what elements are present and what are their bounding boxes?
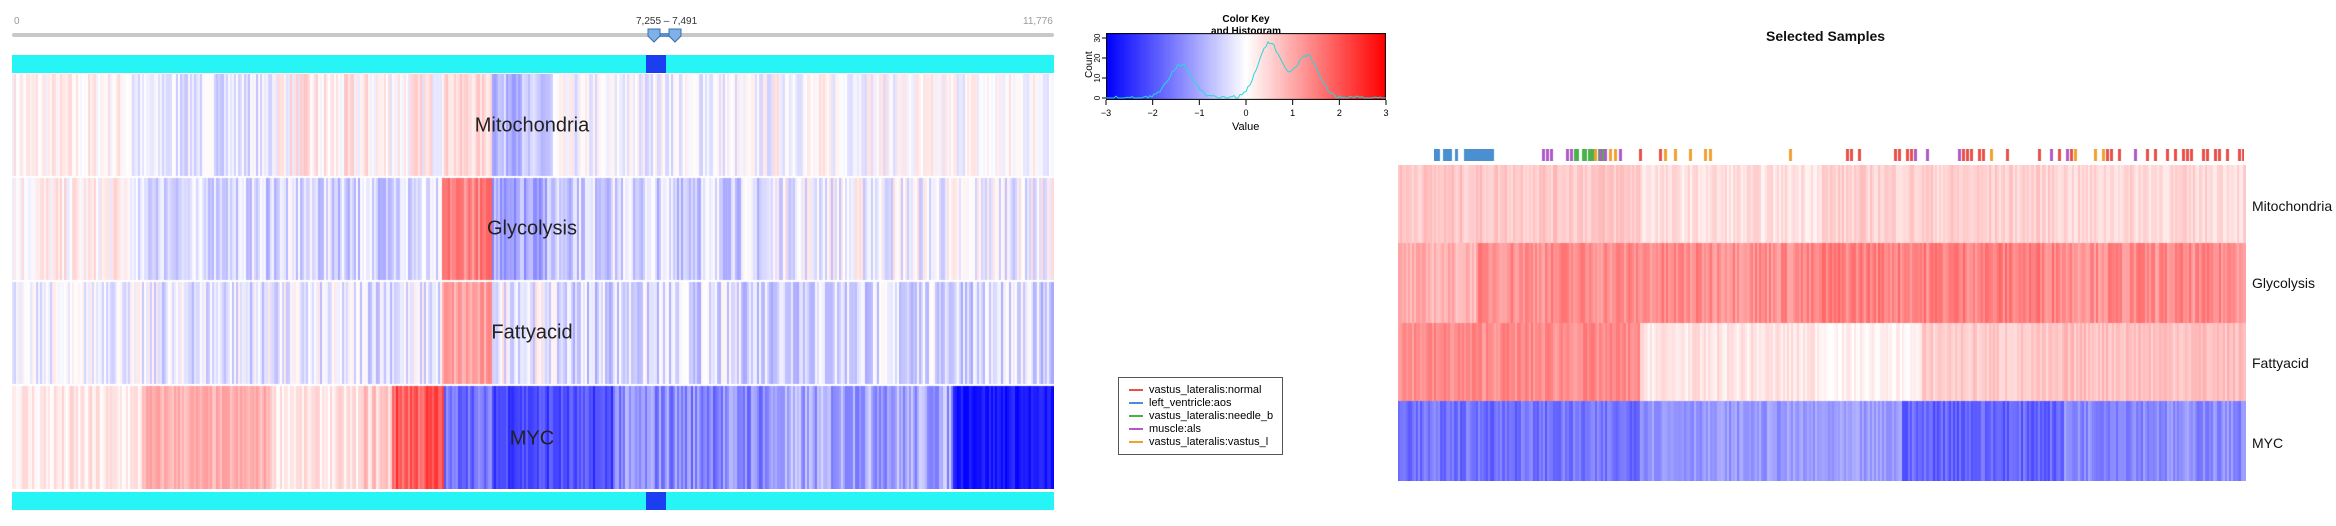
legend-item: left_ventricle:aos (1129, 397, 1232, 409)
selected-row-label-glycolysis: Glycolysis (2252, 275, 2316, 291)
legend-item: vastus_lateralis:normal (1129, 384, 1262, 396)
main-heatmap[interactable] (12, 74, 1054, 489)
color-key-y-tick: 20 (1093, 53, 1102, 62)
legend-label: vastus_lateralis:needle_b (1149, 410, 1274, 422)
color-key-x-tick: 3 (1383, 108, 1389, 118)
selected-samples-heatmap[interactable] (1398, 165, 2246, 481)
slider-handle-high-icon[interactable] (667, 27, 683, 43)
selected-row-label-fattyacid: Fattyacid (2252, 355, 2309, 371)
sample-overview-bar-top[interactable] (12, 55, 1054, 73)
selected-row-label-mitochondria: Mitochondria (2252, 198, 2333, 214)
color-key-title-line1: Color Key (1222, 14, 1270, 25)
legend-line-icon (1129, 415, 1143, 417)
color-key-y-tick: 10 (1093, 73, 1102, 82)
color-key-x-tick: 2 (1336, 108, 1342, 118)
main-row-label-myc: MYC (509, 427, 555, 450)
main-row-label-mitochondria: Mitochondria (474, 114, 590, 137)
color-key-histogram (1106, 41, 1386, 99)
color-key-x-tick: −2 (1147, 108, 1158, 118)
main-row-label-fattyacid: Fattyacid (491, 321, 573, 344)
legend-line-icon (1129, 428, 1143, 430)
color-key-y-tick: 30 (1093, 33, 1102, 42)
sample-overview-bar-bottom[interactable] (12, 492, 1054, 510)
sample-annotation-bar (1434, 149, 2244, 161)
color-key-x-tick: 0 (1243, 108, 1249, 118)
legend-item: vastus_lateralis:needle_b (1129, 410, 1273, 422)
slider-range-label: 7,255 – 7,491 (636, 16, 698, 27)
color-key-title-line2: and Histogram (1210, 26, 1281, 37)
color-key-axes: 0 10 20 30 (1093, 33, 1387, 105)
legend-line-icon (1129, 389, 1143, 391)
slider-track[interactable] (12, 33, 1054, 37)
slider-max-label: 11,776 (1023, 16, 1053, 27)
slider-min-label: 0 (14, 16, 20, 27)
legend-item: vastus_lateralis:vastus_l (1129, 436, 1268, 448)
slider-handle-low-icon[interactable] (646, 27, 662, 43)
legend-label: vastus_lateralis:vastus_l (1149, 436, 1269, 448)
slider-selected-range[interactable] (653, 33, 675, 37)
legend-item: muscle:als (1129, 423, 1201, 435)
color-key-x-tick: 1 (1290, 108, 1296, 118)
legend-line-icon (1129, 402, 1143, 404)
selected-row-label-myc: MYC (2252, 435, 2284, 451)
selected-samples-title: Selected Samples (1766, 28, 1886, 44)
color-key-x-tick: −1 (1194, 108, 1205, 118)
main-row-label-glycolysis: Glycolysis (486, 217, 578, 240)
color-key-title: Color Key and Histogram (1166, 14, 1326, 38)
legend-label: left_ventricle:aos (1149, 397, 1232, 409)
selection-marker-bottom[interactable] (645, 492, 666, 510)
legend-label: muscle:als (1149, 423, 1201, 435)
color-key-xlabel: Value (1232, 121, 1260, 133)
color-key-gradient (1106, 33, 1386, 100)
sample-group-legend: vastus_lateralis:normal left_ventricle:ao… (1118, 377, 1283, 455)
color-key-ylabel: Count (1084, 51, 1095, 78)
legend-label: vastus_lateralis:normal (1149, 384, 1262, 396)
color-key-y-tick: 0 (1093, 95, 1102, 100)
selection-marker-top[interactable] (645, 55, 666, 73)
legend-line-icon (1129, 441, 1143, 443)
color-key-x-tick: −3 (1100, 108, 1112, 118)
